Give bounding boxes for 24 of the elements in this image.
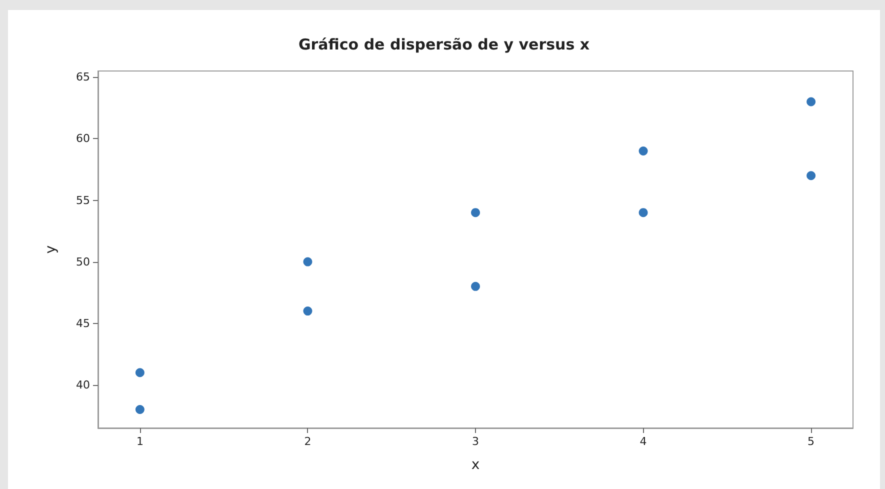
point bbox=[638, 146, 648, 156]
point bbox=[638, 208, 648, 218]
y-tick-label: 50 bbox=[76, 255, 90, 268]
x-tick-label: 5 bbox=[808, 435, 815, 448]
x-tick-label: 1 bbox=[136, 435, 144, 448]
point bbox=[303, 306, 312, 316]
y-tick-label: 45 bbox=[76, 316, 90, 330]
y-tick-label: 65 bbox=[76, 70, 90, 84]
point bbox=[303, 257, 312, 266]
y-tick-label: 60 bbox=[76, 132, 90, 146]
point bbox=[806, 97, 816, 106]
y-axis-title: y bbox=[43, 245, 59, 254]
point bbox=[135, 405, 144, 414]
y-tick-label: 40 bbox=[76, 378, 90, 392]
point bbox=[806, 171, 816, 180]
point bbox=[135, 368, 144, 378]
x-tick-label: 3 bbox=[472, 435, 479, 448]
point bbox=[471, 208, 480, 218]
point bbox=[471, 282, 480, 291]
chart-title: Gráfico de dispersão de y versus x bbox=[298, 36, 590, 54]
y-tick-label: 55 bbox=[76, 194, 90, 207]
x-axis-title: x bbox=[471, 457, 480, 473]
x-tick-label: 4 bbox=[640, 435, 647, 448]
x-tick-label: 2 bbox=[304, 435, 312, 448]
